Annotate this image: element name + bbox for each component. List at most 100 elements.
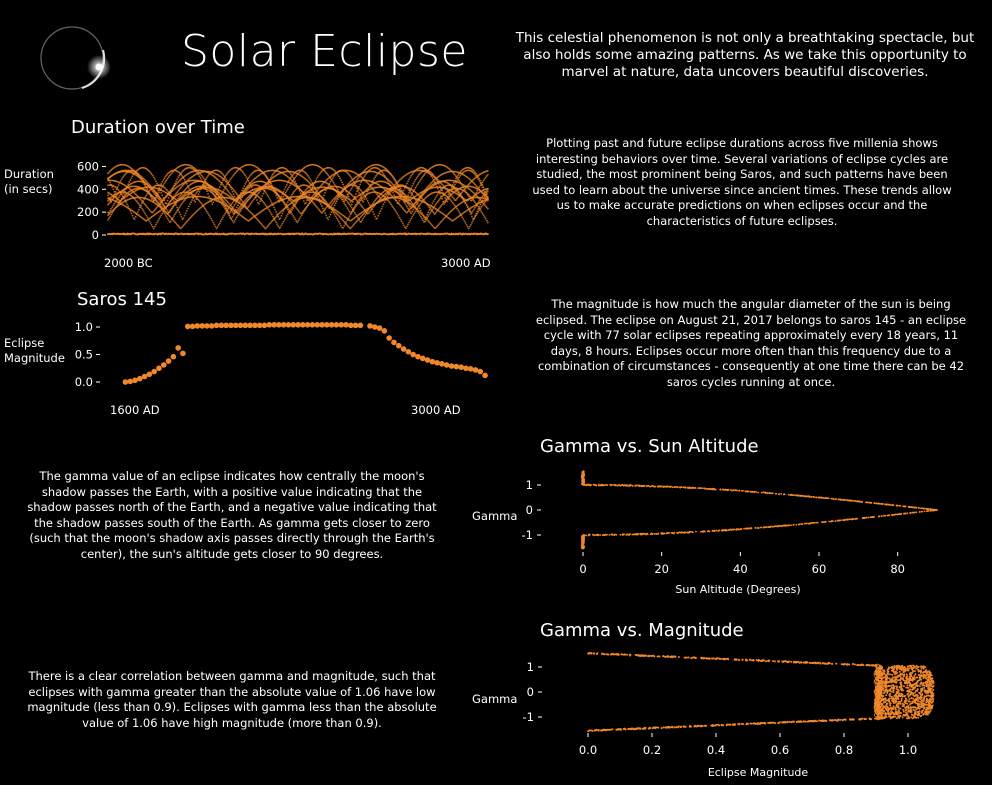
gamma-magnitude-points (587, 652, 934, 732)
saros-point (209, 323, 215, 329)
saros-point (401, 346, 407, 352)
saros-point (233, 323, 239, 329)
gamma-altitude-xtick: 40 (733, 562, 748, 576)
saros-point (166, 358, 172, 364)
saros-point (334, 322, 340, 328)
gamma-magnitude-xtick: 0.0 (579, 743, 597, 757)
gamma-magnitude-ytick: 1 (527, 660, 534, 674)
saros-point (458, 364, 464, 370)
duration-points (107, 164, 489, 236)
gamma-magnitude-xtick: 0.2 (643, 743, 661, 757)
duration-ytick: 600 (77, 159, 99, 173)
duration-ytick: 400 (77, 182, 99, 196)
magnitude-paragraph: There is a clear correlation between gam… (22, 669, 442, 731)
intro-text: This celestial phenomenon is not only a … (512, 30, 978, 81)
duration-ylabel: Duration (in secs) (4, 167, 54, 197)
saros-point (204, 323, 210, 329)
saros-point (195, 323, 201, 329)
saros-point (175, 345, 181, 351)
saros-point (377, 325, 383, 331)
saros-point (477, 369, 483, 375)
gamma-altitude-ytick: 1 (526, 478, 533, 492)
saros-point (343, 322, 349, 328)
gamma-altitude-xlabel: Sun Altitude (Degrees) (675, 583, 800, 596)
saros-point (266, 322, 272, 328)
saros-ytick: 0.0 (75, 375, 93, 389)
saros-point (338, 322, 344, 328)
saros-point (453, 364, 459, 370)
saros-point (358, 323, 364, 329)
gamma-magnitude-xtick: 0.4 (707, 743, 725, 757)
saros-point (482, 373, 488, 379)
saros-point (142, 374, 148, 380)
saros-point (406, 349, 412, 355)
saros-point (329, 322, 335, 328)
gamma-altitude-xtick: 0 (579, 562, 586, 576)
saros-point (353, 323, 359, 329)
saros-point (219, 323, 225, 329)
saros-point (314, 322, 320, 328)
saros-point (252, 323, 258, 329)
saros-point (161, 362, 167, 368)
gamma-altitude-ytick: 0 (526, 503, 533, 517)
saros-point (391, 340, 397, 346)
gamma-magnitude-xtick: 0.8 (835, 743, 853, 757)
saros-point (295, 322, 301, 328)
saros-point (439, 361, 445, 367)
duration-ytick: 200 (77, 205, 99, 219)
saros-ylabel-line1: Eclipse (4, 336, 65, 351)
saros-point (214, 323, 220, 329)
saros-point (223, 323, 229, 329)
gamma-altitude-chart: 10-10 20 40 60 80Sun Altitude (Degrees) (510, 460, 950, 600)
saros-chart-title: Saros 145 (77, 289, 167, 310)
saros-point (127, 379, 133, 385)
saros-point (300, 322, 306, 328)
gamma-magnitude-chart: 10-10.0 0.2 0.4 0.6 0.8 1.0Eclipse Magnitude (510, 645, 950, 780)
gamma-magnitude-title: Gamma vs. Magnitude (540, 620, 744, 641)
saros-point (132, 378, 138, 384)
duration-chart: 0 200 400 600 (70, 150, 490, 250)
gamma-paragraph: The gamma value of an eclipse indicates … (22, 469, 442, 562)
duration-ylabel-line1: Duration (4, 167, 54, 182)
saros-point (156, 365, 162, 371)
saros-point (238, 323, 244, 329)
saros-x-start: 1600 AD (110, 403, 160, 417)
saros-point (228, 323, 234, 329)
saros-point (415, 354, 421, 360)
gamma-magnitude-ytick: 0 (527, 685, 534, 699)
gamma-altitude-xtick: 20 (654, 562, 669, 576)
duration-ytick: 0 (92, 228, 99, 242)
saros-point (310, 322, 316, 328)
saros-point (425, 357, 431, 363)
saros-point (151, 369, 157, 375)
saros-point (247, 323, 253, 329)
gamma-magnitude-xtick: 0.6 (771, 743, 789, 757)
saros-point (123, 379, 129, 385)
saros-point (444, 362, 450, 368)
saros-point (420, 356, 426, 362)
saros-point (199, 323, 205, 329)
saros-x-end: 3000 AD (411, 403, 461, 417)
page-title: Solar Eclipse (181, 26, 468, 77)
gamma-altitude-title: Gamma vs. Sun Altitude (540, 436, 759, 457)
saros-ytick: 1.0 (75, 320, 93, 334)
gamma-altitude-ytick: -1 (522, 528, 533, 542)
saros-point (430, 359, 436, 365)
saros-point (372, 324, 378, 330)
gamma-magnitude-xlabel: Eclipse Magnitude (708, 766, 809, 779)
saros-point (468, 366, 474, 372)
saros-point (190, 324, 196, 330)
saros-point (305, 322, 311, 328)
saros-point (185, 324, 191, 330)
saros-point (463, 365, 469, 371)
saros-chart: 0.0 0.5 1.0 (70, 314, 490, 394)
saros-point (290, 322, 296, 328)
saros-point (473, 367, 479, 373)
saros-point (396, 343, 402, 349)
saros-point (257, 323, 263, 329)
duration-ylabel-line2: (in secs) (4, 182, 54, 197)
saros-point (324, 322, 330, 328)
saros-point (137, 376, 143, 382)
saros-point (286, 322, 292, 328)
gamma-magnitude-xtick: 1.0 (899, 743, 917, 757)
